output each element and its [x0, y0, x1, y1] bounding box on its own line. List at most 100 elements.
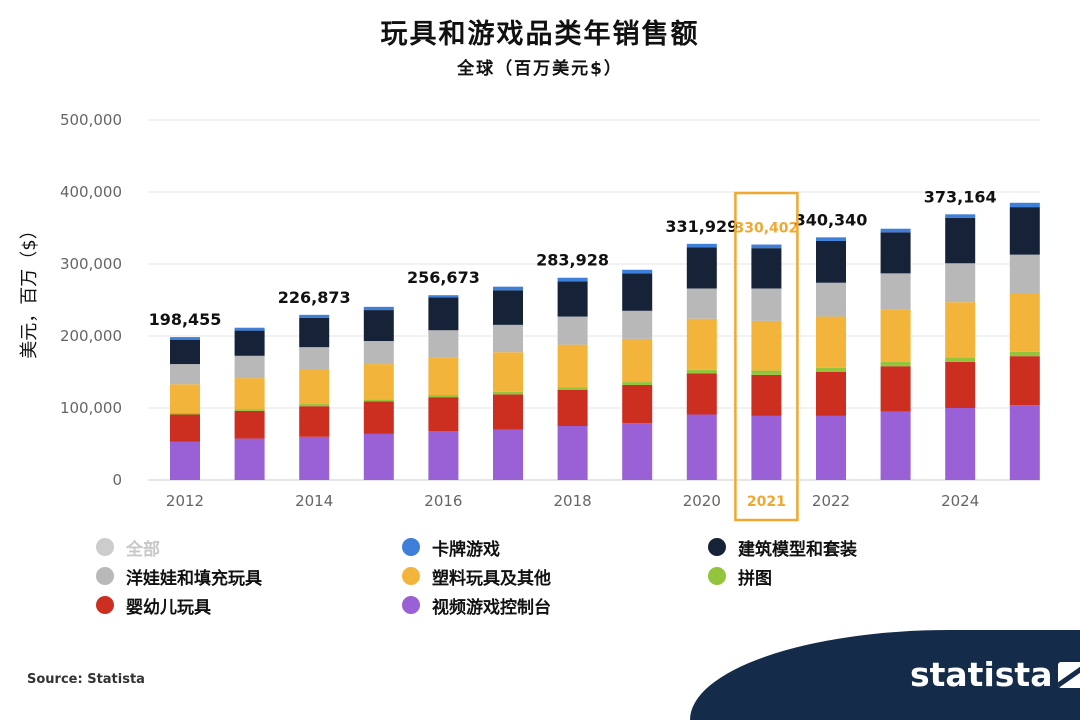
bar-segment[interactable] [234, 409, 265, 411]
bar-segment[interactable] [622, 273, 653, 311]
bar-segment[interactable] [170, 413, 200, 415]
bar-segment[interactable] [363, 364, 394, 400]
bar-segment[interactable] [557, 344, 588, 388]
bar-segment[interactable] [751, 320, 782, 371]
bar-segment[interactable] [428, 395, 459, 398]
legend-item-all[interactable]: 全部 [96, 534, 160, 560]
bar-segment[interactable] [945, 408, 976, 480]
bar-segment[interactable] [428, 297, 459, 331]
bar-segment[interactable] [363, 399, 394, 402]
bar-segment[interactable] [557, 390, 588, 426]
bar-segment[interactable] [234, 438, 265, 480]
bar-segment[interactable] [816, 372, 846, 416]
legend-item-puzzles[interactable]: 拼图 [708, 563, 772, 589]
bar-segment[interactable] [1009, 202, 1040, 208]
bar-segment[interactable] [428, 431, 459, 480]
bar-segment[interactable] [1009, 405, 1040, 480]
legend-item-dolls-stuffed-toys[interactable]: 洋娃娃和填充玩具 [96, 563, 262, 589]
bar-segment[interactable] [686, 414, 717, 480]
bar-segment[interactable] [816, 237, 846, 241]
bar-segment[interactable] [493, 391, 523, 395]
bar-segment[interactable] [428, 330, 459, 358]
bar-segment[interactable] [880, 309, 911, 362]
bar-segment[interactable] [686, 373, 717, 415]
bar-segment[interactable] [363, 401, 394, 434]
bar-segment[interactable] [622, 310, 653, 339]
bar-segment[interactable] [299, 369, 330, 405]
bar-segment[interactable] [299, 314, 330, 318]
bar-segment[interactable] [686, 288, 717, 319]
bar-segment[interactable] [170, 339, 200, 365]
bar-segment[interactable] [622, 423, 653, 480]
bar-segment[interactable] [363, 433, 394, 480]
legend-item-video-game-consoles[interactable]: 视频游戏控制台 [402, 592, 551, 618]
bar-segment[interactable] [686, 318, 717, 370]
bar-segment[interactable] [299, 404, 330, 407]
bar-segment[interactable] [686, 369, 717, 374]
bar-segment[interactable] [751, 288, 782, 321]
bar-segment[interactable] [493, 429, 523, 480]
bar-segment[interactable] [557, 387, 588, 390]
bar-segment[interactable] [1009, 254, 1040, 294]
bar-segment[interactable] [622, 384, 653, 424]
bar-segment[interactable] [622, 382, 653, 385]
bar-segment[interactable] [1009, 293, 1040, 352]
bar-segment[interactable] [557, 316, 588, 345]
bar-segment[interactable] [880, 366, 911, 412]
bar-segment[interactable] [1009, 356, 1040, 406]
bar-segment[interactable] [622, 338, 653, 383]
bar-segment[interactable] [170, 384, 200, 414]
bar-segment[interactable] [234, 410, 265, 439]
bar-segment[interactable] [493, 290, 523, 325]
bar-segment[interactable] [170, 364, 200, 385]
bar-segment[interactable] [170, 414, 200, 442]
bar-segment[interactable] [751, 244, 782, 249]
bar-segment[interactable] [493, 352, 523, 392]
bar-segment[interactable] [493, 324, 523, 353]
bar-segment[interactable] [363, 341, 394, 365]
bar-segment[interactable] [299, 347, 330, 370]
legend-item-construction-sets[interactable]: 建筑模型和套装 [708, 534, 857, 560]
bar-segment[interactable] [751, 415, 782, 480]
bar-segment[interactable] [880, 361, 911, 367]
bar-segment[interactable] [299, 436, 330, 480]
bar-segment[interactable] [299, 317, 330, 348]
bar-segment[interactable] [234, 378, 265, 410]
bar-segment[interactable] [1009, 207, 1040, 255]
bar-segment[interactable] [1009, 351, 1040, 357]
bar-segment[interactable] [493, 394, 523, 430]
bar-segment[interactable] [428, 397, 459, 432]
bar-segment[interactable] [428, 357, 459, 396]
bar-segment[interactable] [816, 415, 846, 480]
bar-segment[interactable] [363, 306, 394, 311]
bar-segment[interactable] [880, 232, 911, 274]
bar-segment[interactable] [880, 273, 911, 310]
bar-segment[interactable] [816, 367, 846, 372]
bar-segment[interactable] [945, 302, 976, 358]
bar-segment[interactable] [299, 406, 330, 437]
bar-segment[interactable] [751, 370, 782, 375]
statista-logo[interactable]: statista [910, 655, 1080, 694]
bar-segment[interactable] [686, 243, 717, 248]
bar-segment[interactable] [945, 217, 976, 264]
bar-segment[interactable] [686, 247, 717, 289]
bar-segment[interactable] [945, 214, 976, 218]
bar-segment[interactable] [363, 310, 394, 342]
bar-segment[interactable] [816, 282, 846, 317]
bar-segment[interactable] [428, 295, 459, 298]
bar-segment[interactable] [751, 374, 782, 416]
legend-item-plastic-toys[interactable]: 塑料玩具及其他 [402, 563, 551, 589]
legend-item-infant-toys[interactable]: 婴幼儿玩具 [96, 592, 211, 618]
bar-segment[interactable] [557, 277, 588, 282]
bar-segment[interactable] [945, 361, 976, 408]
bar-segment[interactable] [751, 248, 782, 289]
bar-segment[interactable] [622, 269, 653, 274]
bar-segment[interactable] [170, 441, 200, 480]
bar-segment[interactable] [945, 263, 976, 303]
bar-segment[interactable] [945, 357, 976, 362]
bar-segment[interactable] [557, 281, 588, 317]
bar-segment[interactable] [234, 355, 265, 379]
bar-segment[interactable] [234, 330, 265, 356]
bar-segment[interactable] [493, 286, 523, 291]
bar-segment[interactable] [880, 411, 911, 480]
